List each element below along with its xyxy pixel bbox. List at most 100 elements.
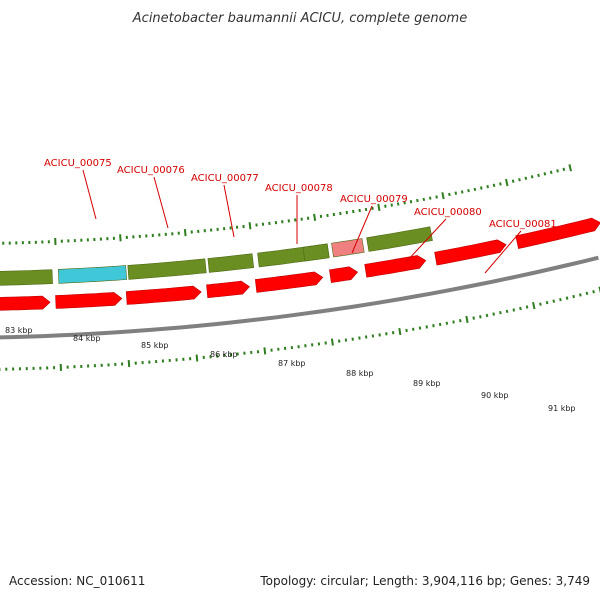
minor-tick (391, 331, 395, 335)
reverse-feature-arrow[interactable] (0, 295, 51, 311)
major-tick (398, 327, 402, 336)
minor-tick (543, 172, 547, 176)
major-tick (195, 354, 199, 362)
gene-label[interactable]: ACICU_00080 (414, 207, 482, 218)
gene-label[interactable]: ACICU_00076 (117, 165, 185, 176)
gene-label-leader (351, 205, 373, 254)
major-tick (532, 301, 536, 310)
kbp-label: 90 kbp (481, 391, 509, 400)
kbp-label: 84 kbp (73, 334, 101, 343)
major-tick (248, 222, 252, 230)
kbp-label: 91 kbp (548, 404, 576, 413)
forward-feature[interactable] (207, 253, 255, 273)
gene-label[interactable]: ACICU_00078 (265, 183, 333, 194)
minor-tick (412, 327, 415, 331)
minor-tick (378, 333, 381, 337)
major-tick (465, 315, 469, 323)
minor-tick (352, 209, 355, 214)
forward-feature[interactable] (0, 269, 53, 286)
forward-feature-highlight[interactable] (331, 238, 365, 258)
minor-tick (524, 176, 528, 180)
forward-features (0, 226, 433, 286)
major-tick (263, 347, 267, 355)
reverse-feature-arrow[interactable] (364, 255, 427, 278)
minor-tick (467, 188, 470, 193)
minor-tick (579, 293, 582, 297)
minor-tick (511, 179, 515, 183)
gene-label[interactable]: ACICU_00077 (191, 173, 259, 184)
reverse-feature-arrow[interactable] (125, 285, 202, 305)
forward-feature[interactable] (366, 226, 433, 252)
kbp-label: 85 kbp (141, 341, 169, 350)
minor-tick (364, 207, 368, 212)
minor-tick (438, 322, 442, 327)
major-tick (568, 164, 572, 172)
gene-label[interactable]: ACICU_00079 (340, 194, 408, 205)
minor-tick (460, 190, 464, 194)
minor-tick (422, 197, 426, 202)
minor-tick (409, 200, 413, 204)
minor-tick (492, 183, 496, 188)
minor-tick (499, 311, 502, 315)
gene-label[interactable]: ACICU_00081 (489, 219, 557, 230)
minor-tick (344, 338, 348, 342)
gene-label-leaders (82, 169, 522, 274)
major-tick (313, 213, 317, 221)
backbone (0, 255, 599, 340)
minor-tick (485, 313, 489, 318)
kbp-label: 87 kbp (278, 359, 306, 368)
minor-tick (530, 175, 534, 179)
gene-label-leader (405, 218, 447, 263)
minor-tick (585, 291, 589, 296)
minor-tick (556, 169, 559, 173)
reverse-feature-arrow[interactable] (329, 266, 359, 283)
backbone-line (0, 255, 599, 340)
minor-tick (339, 211, 342, 216)
forward-feature-highlight[interactable] (57, 265, 128, 284)
major-tick (127, 360, 131, 368)
reverse-features (0, 217, 600, 311)
minor-tick (390, 203, 393, 207)
map-title: Acinetobacter baumannii ACICU, complete … (132, 11, 468, 26)
minor-tick (452, 320, 455, 324)
minor-tick (358, 208, 361, 213)
minor-tick (473, 187, 477, 192)
minor-tick (512, 308, 516, 312)
minor-tick (492, 312, 495, 316)
minor-tick (448, 192, 451, 197)
major-tick (330, 338, 334, 346)
minor-tick (537, 173, 540, 178)
major-tick (505, 178, 509, 187)
genome-summary-text: Topology: circular; Length: 3,904,116 bp… (260, 574, 590, 588)
minor-tick (385, 332, 388, 336)
reverse-feature-arrow[interactable] (206, 280, 250, 299)
minor-tick (425, 325, 428, 329)
minor-tick (559, 297, 562, 302)
minor-tick (416, 198, 419, 203)
kbp-label: 89 kbp (413, 379, 441, 388)
minor-tick (545, 300, 549, 305)
gene-labels: ACICU_00075 ACICU_00076 ACICU_00077 ACIC… (44, 158, 557, 230)
reverse-feature-arrow[interactable] (254, 271, 324, 293)
gene-label-leader (153, 176, 169, 229)
kbp-label: 88 kbp (346, 369, 374, 378)
minor-tick (592, 290, 595, 294)
minor-tick (549, 170, 553, 175)
reverse-feature-arrow[interactable] (55, 292, 123, 309)
kbp-scale-labels: 83 kbp 84 kbp 85 kbp 86 kbp 87 kbp 88 kb… (5, 326, 576, 413)
reverse-feature-arrow[interactable] (515, 217, 600, 249)
kbp-label: 86 kbp (210, 350, 238, 359)
minor-tick (454, 191, 458, 195)
minor-tick (364, 335, 368, 339)
minor-tick (505, 309, 509, 314)
forward-feature[interactable] (127, 258, 207, 280)
minor-tick (403, 201, 406, 205)
major-tick (119, 234, 122, 242)
minor-tick (445, 321, 449, 325)
gene-label[interactable]: ACICU_00075 (44, 158, 112, 169)
minor-tick (572, 294, 575, 299)
forward-feature[interactable] (302, 243, 330, 262)
minor-tick (384, 204, 387, 208)
reverse-feature-arrow[interactable] (434, 239, 507, 266)
